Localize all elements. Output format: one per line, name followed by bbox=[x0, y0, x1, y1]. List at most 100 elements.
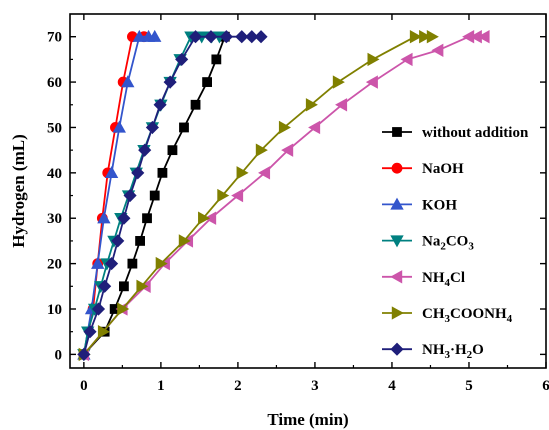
data-point bbox=[117, 211, 131, 225]
plot-frame bbox=[69, 13, 547, 369]
legend-item: CH3COONH4 bbox=[382, 306, 513, 325]
data-point bbox=[121, 75, 135, 88]
data-point bbox=[91, 256, 105, 269]
data-point bbox=[308, 120, 321, 135]
legend-label: NH4Cl bbox=[422, 270, 465, 289]
data-point bbox=[390, 342, 404, 356]
data-point bbox=[117, 302, 130, 316]
y-tick-label: 50 bbox=[47, 120, 62, 136]
data-point bbox=[390, 270, 403, 284]
data-point bbox=[155, 256, 168, 271]
legend-item: without addition bbox=[382, 125, 529, 141]
y-axis-title: Hydrogen (mL) bbox=[9, 134, 28, 248]
data-point bbox=[127, 258, 138, 269]
data-point bbox=[178, 234, 191, 248]
data-point bbox=[281, 143, 294, 157]
data-point bbox=[335, 98, 348, 112]
x-tick-label: 3 bbox=[311, 378, 319, 394]
data-point bbox=[136, 279, 149, 293]
data-point bbox=[367, 52, 380, 67]
legend-label: KOH bbox=[422, 197, 457, 213]
legend-label: NaOH bbox=[422, 161, 464, 177]
legend: without addition NaOH KOH Na2CO3 NH4Cl CH3COO… bbox=[382, 125, 529, 361]
data-point bbox=[477, 30, 490, 44]
data-point bbox=[97, 211, 111, 224]
data-point bbox=[245, 30, 259, 44]
y-tick-label: 20 bbox=[47, 257, 62, 273]
legend-item: KOH bbox=[382, 197, 457, 213]
data-point bbox=[188, 30, 203, 44]
data-point bbox=[138, 143, 152, 157]
data-point bbox=[211, 54, 222, 65]
series bbox=[78, 30, 439, 362]
series-line bbox=[83, 35, 155, 355]
data-point bbox=[175, 52, 189, 66]
legend-label: without addition bbox=[422, 125, 529, 141]
data-point bbox=[190, 99, 201, 110]
data-point bbox=[255, 143, 268, 157]
y-tick-label: 40 bbox=[47, 166, 62, 182]
data-point bbox=[97, 325, 110, 339]
data-point bbox=[390, 235, 404, 248]
data-point bbox=[112, 120, 126, 133]
data-point bbox=[204, 211, 217, 225]
series bbox=[78, 31, 230, 360]
data-point bbox=[111, 234, 125, 248]
data-point bbox=[145, 120, 159, 135]
legend-item: NH4Cl bbox=[382, 270, 465, 289]
data-point bbox=[219, 30, 233, 44]
data-point bbox=[104, 166, 119, 179]
y-tick-label: 70 bbox=[47, 30, 62, 46]
y-tick-label: 30 bbox=[47, 211, 62, 227]
data-point bbox=[392, 127, 402, 137]
data-point bbox=[391, 162, 403, 174]
series bbox=[77, 30, 268, 361]
data-point bbox=[431, 43, 444, 57]
data-point bbox=[142, 213, 152, 224]
data-point bbox=[235, 30, 249, 44]
data-point bbox=[105, 257, 119, 271]
data-point bbox=[119, 281, 129, 292]
data-point bbox=[131, 166, 145, 180]
data-point bbox=[198, 211, 211, 225]
data-point bbox=[365, 75, 378, 89]
legend-label: NH3·H2O bbox=[422, 342, 484, 361]
data-point bbox=[419, 30, 432, 44]
data-point bbox=[98, 279, 112, 293]
y-tick-label: 0 bbox=[55, 347, 63, 363]
legend-item: Na2CO3 bbox=[382, 234, 474, 253]
x-axis-title: Time (min) bbox=[267, 410, 348, 429]
legend-label: Na2CO3 bbox=[422, 234, 474, 253]
data-point bbox=[167, 145, 178, 156]
x-tick-label: 2 bbox=[234, 378, 242, 394]
y-tick-label: 60 bbox=[47, 75, 62, 91]
data-point bbox=[163, 75, 177, 89]
legend-item: NaOH bbox=[382, 161, 464, 177]
data-point bbox=[254, 30, 268, 44]
data-point bbox=[202, 77, 213, 87]
data-point bbox=[157, 167, 168, 178]
data-point bbox=[332, 75, 345, 89]
data-point bbox=[132, 29, 147, 42]
data-point bbox=[179, 122, 189, 133]
data-point bbox=[305, 98, 318, 112]
data-point bbox=[148, 29, 162, 42]
data-point bbox=[258, 166, 271, 180]
data-point bbox=[135, 236, 145, 246]
y-tick-label: 10 bbox=[47, 302, 62, 318]
x-tick-label: 5 bbox=[465, 378, 473, 394]
data-point bbox=[409, 30, 422, 44]
data-point bbox=[77, 347, 91, 361]
data-point bbox=[149, 190, 160, 201]
series-layer bbox=[77, 29, 490, 362]
x-tick-label: 6 bbox=[542, 378, 549, 394]
data-point bbox=[278, 120, 291, 135]
data-point bbox=[426, 30, 439, 44]
data-point bbox=[91, 302, 106, 316]
data-point bbox=[83, 325, 97, 339]
x-tick-label: 1 bbox=[157, 378, 165, 394]
data-point bbox=[390, 197, 404, 210]
